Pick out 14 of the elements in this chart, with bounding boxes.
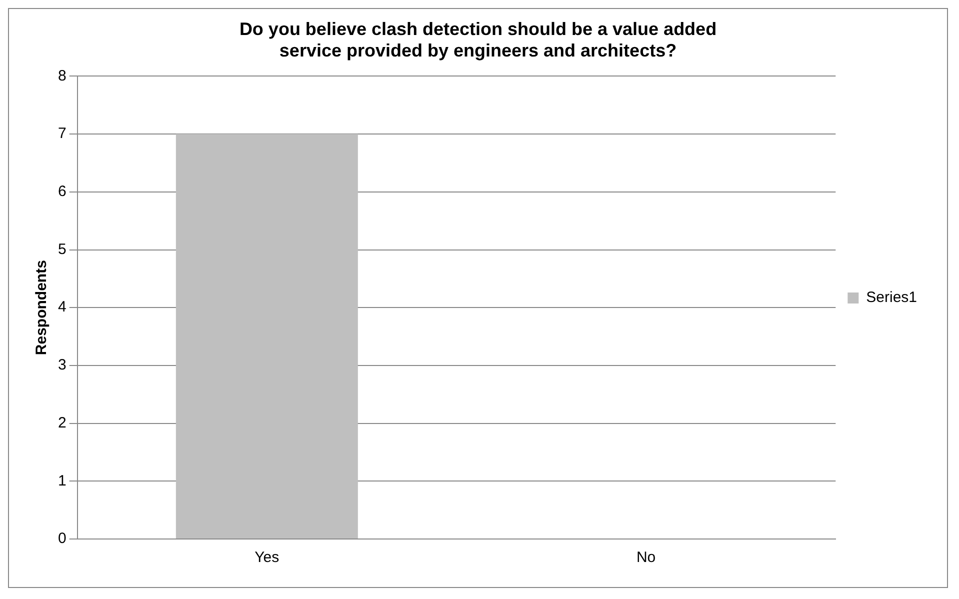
- y-tick-label: 0: [58, 530, 66, 548]
- y-tick-label: 2: [58, 414, 66, 432]
- x-tick-label: Yes: [254, 549, 280, 566]
- y-tick-label: 3: [58, 356, 66, 374]
- y-tick-label: 1: [58, 472, 66, 490]
- y-tick-label: 4: [58, 298, 66, 316]
- y-tick-label: 5: [58, 240, 66, 258]
- y-axis-title: Respondents: [33, 260, 50, 356]
- x-tick-label: No: [636, 549, 656, 566]
- chart-title: Do you believe clash detection should be a value added service provided by engineers and architects?: [239, 18, 717, 60]
- y-tick-label: 8: [58, 67, 66, 84]
- y-tick-label: 6: [58, 183, 66, 200]
- legend-label: Series1: [866, 289, 917, 306]
- y-tick-label: 7: [58, 125, 66, 142]
